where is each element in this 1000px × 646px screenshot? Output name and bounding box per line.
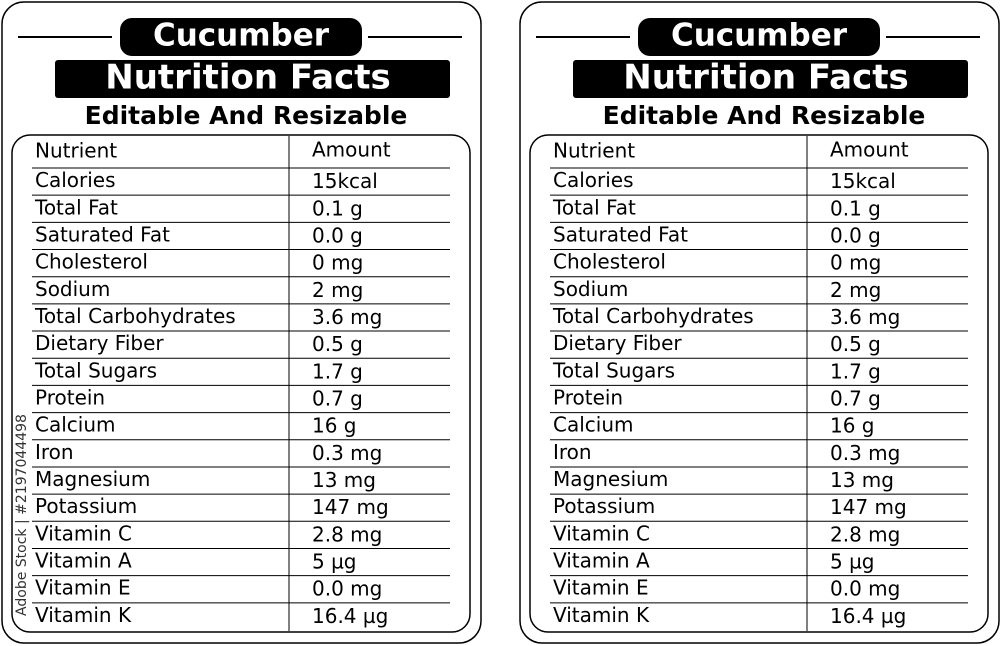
amount: 0.5 g bbox=[830, 332, 881, 356]
amount: 0.0 g bbox=[830, 223, 881, 247]
nutrient: Vitamin A bbox=[35, 549, 132, 573]
nutrient: Total Fat bbox=[552, 195, 636, 219]
label-frame bbox=[1, 1, 482, 644]
amount: 0.1 g bbox=[312, 196, 363, 220]
table-frame bbox=[11, 134, 471, 633]
amount: 1.7 g bbox=[312, 359, 363, 383]
nutrient: Calcium bbox=[35, 413, 116, 437]
amount: 1.7 g bbox=[830, 359, 881, 383]
nutrient: Magnesium bbox=[35, 467, 150, 491]
nutrient: Saturated Fat bbox=[35, 222, 170, 246]
amount: 147 mg bbox=[830, 495, 907, 519]
nutrient: Calories bbox=[553, 168, 634, 192]
amount: 0 mg bbox=[830, 251, 881, 275]
amount: 0.5 g bbox=[312, 332, 363, 356]
nutrient: Calcium bbox=[553, 413, 634, 437]
nutrient: Calories bbox=[35, 168, 116, 192]
amount: 0.0 mg bbox=[830, 577, 900, 601]
nutrient: Vitamin C bbox=[553, 521, 650, 545]
amount: 13 mg bbox=[312, 468, 376, 492]
amount: 16 g bbox=[312, 414, 357, 438]
amount: 3.6 mg bbox=[830, 305, 900, 329]
nutrient: Iron bbox=[35, 440, 74, 464]
amount: 0.7 g bbox=[830, 387, 881, 411]
title: Cucumber bbox=[671, 18, 848, 54]
watermark: Adobe Stock | #2197044498 bbox=[14, 414, 30, 616]
nutrient: Dietary Fiber bbox=[553, 331, 682, 355]
nutrient: Vitamin E bbox=[35, 576, 131, 600]
amount: 0.7 g bbox=[312, 387, 363, 411]
title-pill bbox=[120, 18, 362, 56]
amount: 13 mg bbox=[830, 468, 894, 492]
amount: 0.3 mg bbox=[830, 441, 900, 465]
nutrient: Total Carbohydrates bbox=[552, 304, 754, 328]
nutrient: Protein bbox=[553, 386, 623, 410]
column-header: Nutrient bbox=[35, 139, 117, 163]
nutrient: Total Sugars bbox=[34, 358, 157, 382]
amount: 0.1 g bbox=[830, 196, 881, 220]
subtitle-bar bbox=[55, 60, 450, 98]
amount: 16 g bbox=[830, 414, 875, 438]
amount: 3.6 mg bbox=[312, 305, 382, 329]
tagline: Editable And Resizable bbox=[603, 101, 926, 130]
amount: 5 µg bbox=[830, 550, 875, 574]
amount: 0 mg bbox=[312, 251, 363, 275]
nutrient: Potassium bbox=[35, 494, 137, 518]
title-pill bbox=[638, 18, 880, 56]
amount: 16.4 µg bbox=[312, 604, 388, 628]
title: Cucumber bbox=[153, 18, 330, 54]
label-frame bbox=[519, 1, 1000, 644]
nutrient: Total Sugars bbox=[552, 358, 675, 382]
nutrient: Vitamin K bbox=[35, 603, 132, 627]
amount: 15kcal bbox=[830, 169, 896, 193]
column-header: Amount bbox=[312, 138, 391, 162]
nutrient: Iron bbox=[553, 440, 592, 464]
amount: 5 µg bbox=[312, 550, 357, 574]
nutrient: Sodium bbox=[553, 277, 628, 301]
nutrient: Cholesterol bbox=[35, 250, 148, 274]
amount: 15kcal bbox=[312, 169, 378, 193]
amount: 2.8 mg bbox=[830, 522, 900, 546]
column-header: Amount bbox=[830, 138, 909, 162]
nutrient: Vitamin C bbox=[35, 521, 132, 545]
amount: 147 mg bbox=[312, 495, 389, 519]
amount: 0.0 mg bbox=[312, 577, 382, 601]
nutrient: Vitamin A bbox=[553, 549, 650, 573]
table-frame bbox=[529, 134, 989, 633]
amount: 0.0 g bbox=[312, 223, 363, 247]
column-header: Nutrient bbox=[553, 139, 635, 163]
amount: 2 mg bbox=[312, 278, 363, 302]
amount: 0.3 mg bbox=[312, 441, 382, 465]
subtitle: Nutrition Facts bbox=[105, 58, 390, 98]
nutrient: Saturated Fat bbox=[553, 222, 688, 246]
amount: 16.4 µg bbox=[830, 604, 906, 628]
nutrient: Cholesterol bbox=[553, 250, 666, 274]
nutrient: Magnesium bbox=[553, 467, 668, 491]
amount: 2 mg bbox=[830, 278, 881, 302]
amount: 2.8 mg bbox=[312, 522, 382, 546]
subtitle: Nutrition Facts bbox=[623, 58, 908, 98]
nutrient: Vitamin K bbox=[553, 603, 650, 627]
nutrient: Total Carbohydrates bbox=[34, 304, 236, 328]
nutrient: Potassium bbox=[553, 494, 655, 518]
subtitle-bar bbox=[573, 60, 968, 98]
nutrient: Protein bbox=[35, 386, 105, 410]
nutrient: Sodium bbox=[35, 277, 110, 301]
tagline: Editable And Resizable bbox=[85, 101, 408, 130]
nutrient: Vitamin E bbox=[553, 576, 649, 600]
nutrient: Total Fat bbox=[34, 195, 118, 219]
nutrient: Dietary Fiber bbox=[35, 331, 164, 355]
